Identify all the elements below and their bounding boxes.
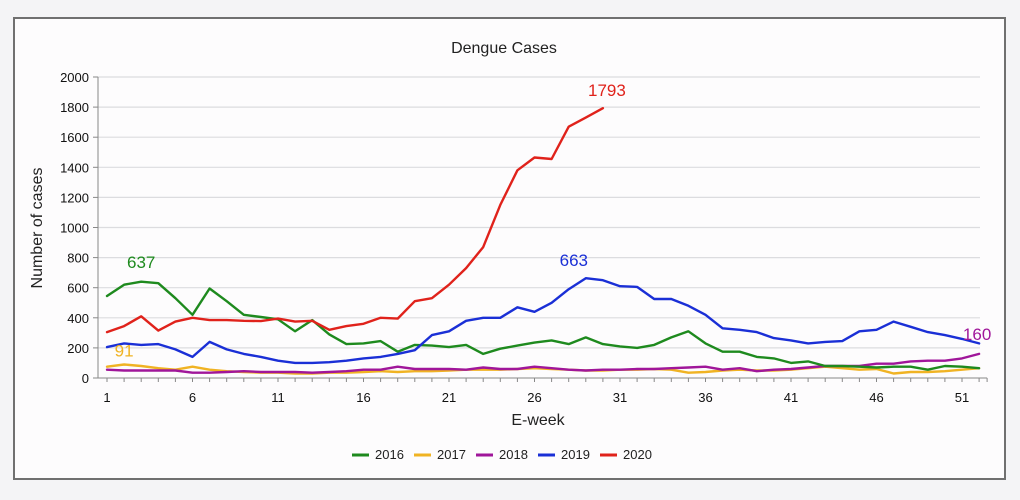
x-tick-label: 41 (784, 390, 798, 405)
x-tick-label: 36 (698, 390, 712, 405)
legend-label: 2019 (561, 447, 590, 462)
series-line-2020 (105, 106, 605, 334)
y-tick-label: 0 (82, 371, 89, 386)
data-label-2017: 91 (115, 341, 134, 360)
legend-label: 2016 (375, 447, 404, 462)
series-line-2019 (105, 277, 981, 365)
y-axis: 0 200 400 600 800 1000 1200 1400 1600 1800 2000 (60, 70, 99, 386)
data-label-2020: 1793 (588, 81, 626, 100)
y-axis-title: Number of cases (29, 168, 46, 289)
y-tick-label: 1600 (60, 130, 89, 145)
y-tick-label: 1000 (60, 221, 89, 236)
y-tick-label: 1400 (60, 160, 89, 175)
y-tick-label: 1800 (60, 100, 89, 115)
data-labels: 637 91 160 663 1793 (115, 81, 992, 360)
legend-label: 2017 (437, 447, 466, 462)
y-tick-label: 600 (67, 281, 89, 296)
x-tick-label: 46 (869, 390, 883, 405)
legend-item-2018: 2018 (476, 447, 528, 462)
legend-item-2020: 2020 (600, 447, 652, 462)
legend: 2016 2017 2018 2019 2020 (352, 447, 652, 462)
data-label-2016: 637 (127, 253, 155, 272)
x-tick-label: 31 (613, 390, 627, 405)
series-lines (105, 106, 981, 375)
y-tick-label: 200 (67, 341, 89, 356)
chart-frame (13, 17, 1006, 480)
y-tick-label: 800 (67, 251, 89, 266)
x-axis-title: E-week (511, 412, 565, 429)
legend-item-2016: 2016 (352, 447, 404, 462)
x-tick-label: 21 (442, 390, 456, 405)
x-tick-label: 1 (103, 390, 110, 405)
legend-label: 2020 (623, 447, 652, 462)
x-tick-label: 51 (955, 390, 969, 405)
series-line-2016 (105, 280, 981, 371)
data-label-2018: 160 (963, 325, 991, 344)
legend-item-2017: 2017 (414, 447, 466, 462)
x-tick-label: 16 (356, 390, 370, 405)
x-tick-label: 26 (527, 390, 541, 405)
y-tick-label: 1200 (60, 190, 89, 205)
x-tick-label: 11 (271, 390, 285, 405)
chart-title: Dengue Cases (451, 40, 557, 57)
y-tick-label: 400 (67, 311, 89, 326)
x-tick-label: 6 (189, 390, 196, 405)
grid-lines (98, 76, 980, 349)
x-axis: 1 6 11 16 21 26 31 36 41 46 51 (98, 377, 988, 405)
y-tick-label: 2000 (60, 70, 89, 85)
legend-label: 2018 (499, 447, 528, 462)
data-label-2019: 663 (560, 251, 588, 270)
legend-item-2019: 2019 (538, 447, 590, 462)
